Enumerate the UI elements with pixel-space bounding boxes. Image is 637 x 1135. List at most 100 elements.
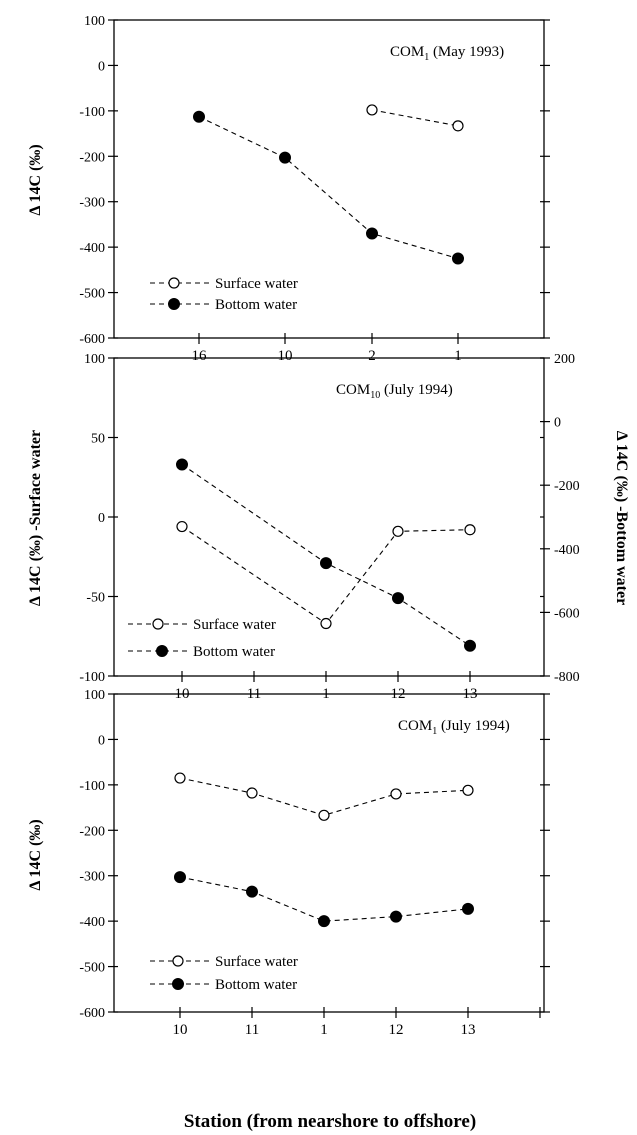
- panel-2-surface-point: [176, 520, 188, 533]
- panel-1-y-tick-label: 0: [98, 59, 105, 74]
- panel-3-legend-surface-marker: [172, 955, 184, 967]
- panel-3-frame: [113, 693, 545, 1013]
- panel-1-surface-point: [366, 104, 378, 116]
- panel-3-surface-point: [390, 788, 402, 800]
- panel-3-x-tick-label: 13: [461, 1022, 476, 1038]
- panel-1-frame: [113, 19, 545, 339]
- panel-3-x-tick-label: 10: [173, 1022, 188, 1038]
- panel-2-y-axis-label-right: Δ 14C (‰) -Bottom water: [613, 431, 630, 605]
- panel-1-bottom-point: [193, 110, 205, 123]
- panel-1-y-tick-label: -500: [79, 287, 105, 302]
- panel-2-y-tick-label-right: 0: [554, 416, 561, 431]
- panel-2-y-axis-label: Δ 14C (‰) -Surface water: [27, 430, 44, 606]
- panel-2-y-tick-label: 0: [98, 511, 105, 526]
- panel-2-y-tick-label-right: -600: [554, 606, 580, 621]
- panel-3-y-tick-label: -500: [79, 961, 105, 976]
- panel-2-legend-surface-label: Surface water: [193, 617, 276, 633]
- panel-3-y-tick-label: -400: [79, 915, 105, 930]
- panel-2-title-main: COM: [336, 382, 370, 398]
- panel-3-x-tick-label: 1: [320, 1022, 328, 1038]
- panel-2-bottom-point: [176, 458, 188, 471]
- panel-1-legend-bottom-marker: [168, 298, 180, 310]
- panel-3-surface-point: [246, 787, 258, 799]
- panel-2-bottom-point: [464, 639, 476, 652]
- panel-3-y-tick-label: 100: [84, 688, 105, 703]
- panel-2-legend-bottom-label: Bottom water: [193, 644, 275, 660]
- panel-3-bottom-point: [174, 871, 186, 884]
- x-axis-title: Station (from nearshore to offshore): [184, 1111, 476, 1132]
- svg-text:COM10 (July 1994): COM10 (July 1994): [336, 382, 453, 401]
- panel-2-legend: Surface water Bottom water: [128, 617, 276, 660]
- panel-2-x-tick-label: 13: [463, 686, 478, 702]
- svg-text:COM1 (May 1993): COM1 (May 1993): [390, 44, 504, 63]
- panel-1-legend-bottom-label: Bottom water: [215, 297, 297, 313]
- panel-1: COM1 (May 1993) Δ 14C (‰) Surface water …: [27, 19, 545, 339]
- panel-1-y-tick-label: -600: [79, 332, 105, 347]
- panel-3-legend-bottom-marker: [172, 978, 184, 990]
- panel-1-x-tick-label: 10: [278, 348, 293, 364]
- panel-1-title-main: COM: [390, 44, 424, 60]
- panel-1-title-rest: (May 1993): [429, 44, 504, 60]
- panel-1-y-tick-label: -300: [79, 196, 105, 211]
- panel-2-x-tick-label: 12: [391, 686, 406, 702]
- panel-3-x-tick-label: 11: [245, 1022, 259, 1038]
- panel-3-y-tick-label: -300: [79, 870, 105, 885]
- panel-2-y-tick-label: 50: [91, 432, 105, 447]
- panel-3-y-tick-label: -200: [79, 824, 105, 839]
- panel-3-y-axis-label: Δ 14C (‰): [27, 819, 44, 890]
- panel-3-legend-surface-label: Surface water: [215, 954, 298, 970]
- panel-2-title: COM10 (July 1994): [336, 382, 453, 401]
- panel-1-title-sub: 1: [424, 52, 429, 63]
- panel-1-x-tick-label: 1: [454, 348, 462, 364]
- panel-2-y-tick-label-right: -800: [554, 670, 580, 685]
- panel-2-bottom-line: [181, 464, 471, 647]
- panel-2-surface-point: [464, 524, 476, 536]
- panel-3-title-rest: (July 1994): [437, 718, 510, 734]
- panel-2-frame: [113, 357, 545, 677]
- panel-3-surface-point: [318, 809, 330, 821]
- panel-3-surface-point: [462, 784, 474, 796]
- panel-1-y-axis-label: Δ 14C (‰): [27, 144, 44, 215]
- panel-1-bottom-point: [366, 227, 378, 240]
- panel-3-y-tick-label: -100: [79, 779, 105, 794]
- panel-1-surface-point: [452, 120, 464, 132]
- panel-1-y-tick-label: 100: [84, 14, 105, 29]
- panel-2-surface-point: [320, 617, 332, 630]
- panel-1-bottom-point: [452, 252, 464, 265]
- panel-3-bottom-point: [462, 902, 474, 915]
- panel-2-legend-surface-marker: [152, 618, 164, 630]
- panel-1-surface-line: [371, 109, 459, 127]
- panel-2-y-tick-label-right: 200: [554, 352, 575, 367]
- panel-1-title: COM1 (May 1993): [390, 44, 504, 63]
- panel-1-legend: Surface water Bottom water: [150, 276, 298, 313]
- panel-3-title-sub: 1: [432, 726, 437, 737]
- panel-3-legend-bottom-label: Bottom water: [215, 977, 297, 993]
- panel-1-legend-surface-marker: [168, 277, 180, 289]
- panel-3-title: COM1 (July 1994): [398, 718, 510, 737]
- panel-3: COM1 (July 1994) Δ 14C (‰) Surface water…: [27, 693, 545, 1013]
- panel-3-title-main: COM: [398, 718, 432, 734]
- panel-2-bottom-point: [320, 557, 332, 570]
- panel-2-title-rest: (July 1994): [380, 382, 453, 398]
- panel-1-y-tick-label: -200: [79, 150, 105, 165]
- panel-1-bottom-line: [198, 116, 459, 260]
- panel-3-surface-point: [174, 772, 186, 784]
- panel-3-y-tick-label: 0: [98, 733, 105, 748]
- panel-2-surface-line: [181, 526, 471, 625]
- panel-2-y-tick-label-right: -200: [554, 479, 580, 494]
- panel-3-bottom-point: [246, 885, 258, 898]
- svg-text:COM1 (July 1994): COM1 (July 1994): [398, 718, 510, 737]
- panel-2-x-tick-label: 11: [247, 686, 261, 702]
- panel-1-bottom-point: [279, 151, 291, 164]
- panel-2-y-tick-label: -50: [86, 591, 105, 606]
- panel-2-surface-point: [392, 525, 404, 537]
- panel-3-x-tick-label: 12: [389, 1022, 404, 1038]
- panel-1-y-tick-label: -400: [79, 241, 105, 256]
- panel-2-x-tick-label: 1: [322, 686, 330, 702]
- panel-2-x-tick-label: 10: [175, 686, 190, 702]
- panel-3-y-tick-label: -600: [79, 1006, 105, 1021]
- panel-1-x-tick-label: 16: [192, 348, 208, 364]
- panel-2-y-tick-label: -100: [79, 670, 105, 685]
